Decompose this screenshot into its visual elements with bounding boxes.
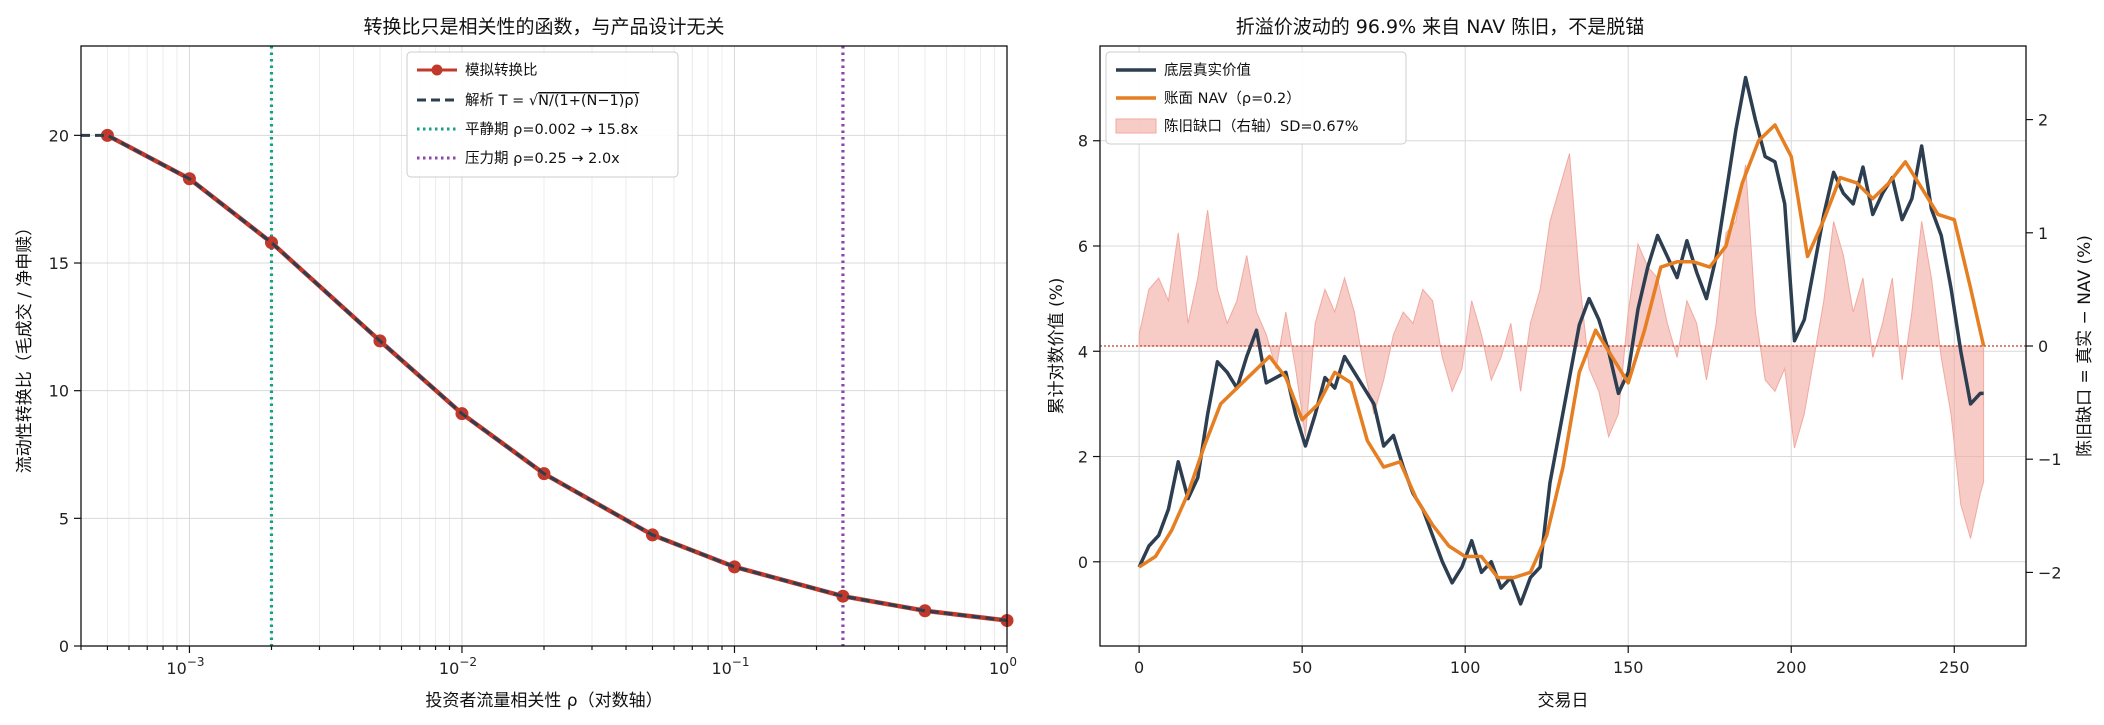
right-y-tick-label: 8	[1078, 132, 1088, 151]
right-y-tick-label: 0	[1078, 553, 1088, 572]
tick-base: 10	[711, 659, 731, 678]
left-y-tick-label: 15	[49, 254, 69, 273]
analytic-ratio-line	[81, 133, 1008, 622]
left-x-tick-label: 10−2	[439, 655, 477, 678]
legend-analytic-label: 解析 T = √N/(1+(N−1)ρ)	[465, 92, 639, 109]
left-y-axis-label: 流动性转换比（毛成交 / 净申赎）	[15, 219, 35, 474]
right-x-tick-label: 200	[1776, 658, 1807, 677]
left-legend-box	[406, 51, 679, 178]
right-y2-tick-label: 2	[2038, 111, 2048, 130]
left-series	[81, 128, 1014, 627]
legend-stress-label: 压力期 ρ=0.25 → 2.0x	[465, 150, 620, 167]
simulated-ratio-point	[918, 604, 932, 618]
legend-analytic-prefix: 解析 T =	[465, 92, 529, 109]
tick-exponent: −1	[732, 655, 750, 669]
right-x-tick-label: 150	[1613, 658, 1644, 677]
legend-gap-label: 陈旧缺口（右轴）SD=0.67%	[1164, 117, 1359, 135]
nav-line	[1138, 123, 1986, 580]
right-legend-box	[1105, 51, 1407, 145]
right-y-tick-label: 2	[1078, 448, 1088, 467]
right-chart-title: 折溢价波动的 96.9% 来自 NAV 陈旧，不是脱锚	[1236, 16, 1645, 38]
simulated-ratio-point	[727, 560, 741, 574]
left-y-tick-label: 0	[59, 637, 69, 656]
left-chart: 转换比只是相关性的函数，与产品设计无关 10−3 10−2 10−1 100 0510…	[15, 16, 1017, 711]
left-legend: 模拟转换比 解析 T = √N/(1+(N−1)ρ) 平静期 ρ=0.002 →…	[406, 51, 679, 178]
sqrt-sign: √	[529, 93, 539, 109]
legend-calm-label: 平静期 ρ=0.002 → 15.8x	[465, 121, 639, 138]
tick-base: 10	[989, 659, 1009, 678]
right-x-tick-label: 250	[1939, 658, 1970, 677]
right-y-axis-label: 累计对数价值 (%)	[1047, 278, 1067, 415]
right-chart: 折溢价波动的 96.9% 来自 NAV 陈旧，不是脱锚 0 50 100 150 200…	[1047, 16, 2095, 711]
tick-base: 10	[166, 659, 186, 678]
right-gap-area	[1100, 153, 2026, 539]
left-y-tick-label: 5	[59, 509, 69, 528]
right-y-tick-label: 6	[1078, 237, 1088, 256]
tick-exponent: 0	[1009, 655, 1017, 669]
true-value-line	[1137, 75, 1984, 606]
right-y2-tick-label: −1	[2038, 450, 2062, 469]
legend-sim-label: 模拟转换比	[465, 62, 538, 79]
left-x-axis-label: 投资者流量相关性 ρ（对数轴）	[425, 691, 662, 711]
left-x-tick-label: 10−3	[166, 655, 204, 678]
left-x-tick-label: 100	[989, 655, 1017, 678]
simulated-ratio-point	[836, 589, 850, 603]
legend-analytic-formula: N/(1+(N−1)ρ)	[538, 93, 639, 109]
left-reference-lines	[269, 46, 845, 646]
legend-nav-label: 账面 NAV（ρ=0.2）	[1164, 90, 1301, 107]
right-x-ticks: 0 50 100 150 200 250	[1134, 646, 1970, 677]
legend-true-value-label: 底层真实价值	[1164, 61, 1251, 79]
tick-exponent: −2	[459, 655, 477, 669]
right-x-tick-label: 100	[1450, 658, 1481, 677]
right-legend: 底层真实价值 账面 NAV（ρ=0.2） 陈旧缺口（右轴）SD=0.67%	[1105, 51, 1407, 145]
left-y-tick-label: 20	[49, 126, 69, 145]
right-x-tick-label: 0	[1134, 658, 1144, 677]
right-y2-tick-label: 1	[2038, 224, 2048, 243]
left-y-ticks: 0 5 10 15 20	[49, 126, 81, 656]
right-secondary-y-axis-label: 陈旧缺口 = 真实 − NAV (%)	[2075, 235, 2095, 457]
right-y2-tick-label: −2	[2038, 563, 2062, 582]
legend-sim-marker	[431, 64, 443, 76]
left-chart-title: 转换比只是相关性的函数，与产品设计无关	[363, 16, 724, 38]
right-y2-tick-label: 0	[2038, 337, 2048, 356]
right-secondary-y-ticks: −2 −1 0 1 2	[2026, 111, 2062, 582]
tick-base: 10	[439, 659, 459, 678]
right-series	[1137, 75, 1986, 606]
left-x-tick-label: 10−1	[711, 655, 749, 678]
right-y-tick-label: 4	[1078, 342, 1088, 361]
tick-exponent: −3	[187, 655, 205, 669]
left-x-ticks: 10−3 10−2 10−1 100	[80, 646, 1017, 678]
left-y-tick-label: 10	[49, 382, 69, 401]
legend-gap-swatch	[1115, 118, 1157, 134]
right-y-ticks: 0 2 4 6 8	[1078, 132, 1100, 572]
right-x-tick-label: 50	[1292, 658, 1312, 677]
right-x-axis-label: 交易日	[1538, 691, 1589, 711]
simulated-ratio-line	[106, 133, 1008, 623]
